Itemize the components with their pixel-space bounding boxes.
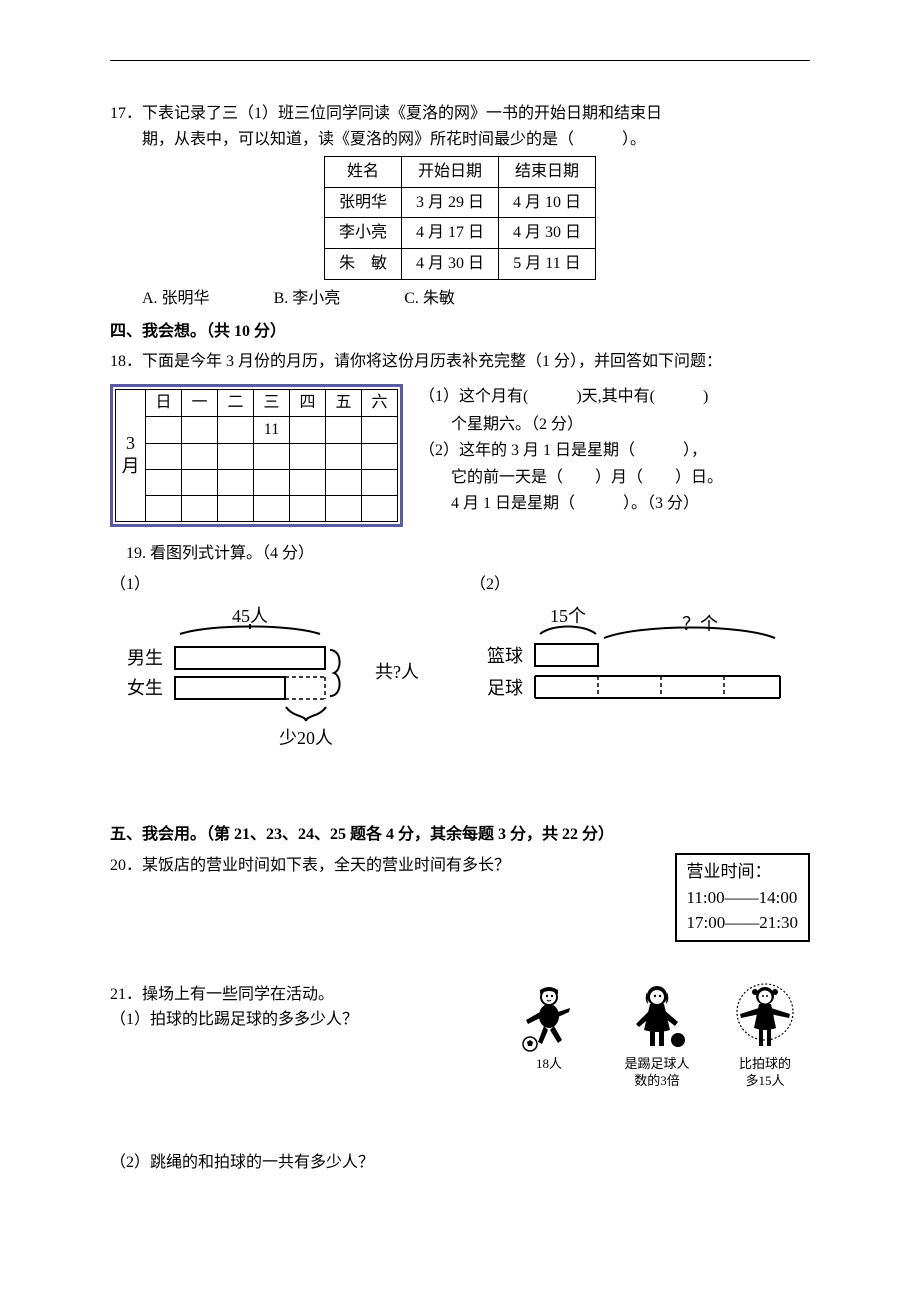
activity-football: 18人 [504, 982, 594, 1090]
section-5: 五、我会用。（第 21、23、24、25 题各 4 分，其余每题 3 分，共 2… [110, 822, 810, 1175]
q19-diagram-1: （1） 45人 男生 女生 共?人 少20人 [110, 572, 450, 762]
q19-sub1-label: （1） [110, 572, 450, 598]
q21-sub2: （2）跳绳的和拍球的一共有多少人？ [110, 1150, 810, 1176]
q17-line2: 期，从表中，可以知道，读《夏洛的网》所花时间最少的是（ ）。 [110, 127, 810, 153]
bar-diagram-2: 15个 ？个 篮球 足球 [470, 602, 810, 732]
svg-text:足球: 足球 [487, 678, 523, 698]
q19-diagram-2: （2） 15个 ？个 篮球 足球 [470, 572, 810, 762]
table-row: 张明华 3 月 29 日 4 月 10 日 [324, 187, 595, 218]
football-boy-icon [514, 982, 584, 1052]
q18-subquestions: （1）这个月有( )天,其中有( ) 个星期六。（2 分） （2）这年的 3 月… [419, 384, 810, 516]
svg-text:？个: ？个 [682, 614, 718, 634]
activity-dribble: 是踢足球人 数的3倍 [612, 982, 702, 1090]
q18-sub2b: 它的前一天是（ ）月（ ）日。 [419, 465, 810, 491]
hours-line2: 17:00——21:30 [687, 910, 798, 936]
question-17: 17．下表记录了三（1）班三位同学同读《夏洛的网》一书的开始日期和结束日 期，从… [110, 101, 810, 311]
dribble-girl-icon [622, 982, 692, 1052]
q18-sub1b: 个星期六。（2 分） [419, 412, 810, 438]
q18-sub2: （2）这年的 3 月 1 日是星期（ ）， [419, 438, 810, 464]
table-row: 朱 敏 4 月 30 日 5 月 11 日 [324, 248, 595, 279]
question-19: 19. 看图列式计算。（4 分） （1） 45人 男生 女生 共?人 少20人 [110, 541, 810, 762]
activity-icons: 18人 [504, 982, 810, 1090]
q18-text: 18．下面是今年 3 月份的月历，请你将这份月历表补充完整（1 分），并回答如下… [110, 349, 810, 375]
q18-sub2c: 4 月 1 日是星期（ ）。（3 分） [419, 491, 810, 517]
svg-text:少20人: 少20人 [279, 728, 333, 748]
calendar-table: 3月 日 一 二 三 四 五 六 11 [115, 389, 398, 521]
svg-text:共?人: 共?人 [375, 662, 419, 682]
option-a: A. 张明华 [142, 286, 210, 312]
option-c: C. 朱敏 [404, 286, 455, 312]
q17-table: 姓名 开始日期 结束日期 张明华 3 月 29 日 4 月 10 日 李小亮 4… [324, 156, 596, 279]
cal-cell-11: 11 [254, 416, 290, 443]
question-20: 20．某饭店的营业时间如下表，全天的营业时间有多长？ 营业时间： 11:00——… [110, 853, 810, 942]
activity-jumprope: 比拍球的 多15人 [720, 982, 810, 1090]
business-hours-box: 营业时间： 11:00——14:00 17:00——21:30 [675, 853, 810, 942]
svg-text:15个: 15个 [550, 606, 586, 626]
q21-intro: 21．操场上有一些同学在活动。 [110, 982, 474, 1008]
th-end: 结束日期 [499, 157, 596, 188]
th-start: 开始日期 [401, 157, 498, 188]
football-label: 18人 [504, 1056, 594, 1073]
q18-sub1: （1）这个月有( )天,其中有( ) [419, 384, 810, 410]
bar-diagram-1: 45人 男生 女生 共?人 少20人 [110, 602, 420, 762]
question-18: 18．下面是今年 3 月份的月历，请你将这份月历表补充完整（1 分），并回答如下… [110, 349, 810, 527]
q19-sub2-label: （2） [470, 572, 810, 598]
q20-text: 20．某饭店的营业时间如下表，全天的营业时间有多长？ [110, 853, 655, 879]
svg-text:男生: 男生 [127, 648, 163, 668]
option-b: B. 李小亮 [274, 286, 341, 312]
hours-title: 营业时间： [687, 859, 798, 885]
jumprope-label: 比拍球的 多15人 [720, 1056, 810, 1090]
q21-sub1: （1）拍球的比踢足球的多多少人？ [110, 1007, 474, 1033]
section-5-title: 五、我会用。（第 21、23、24、25 题各 4 分，其余每题 3 分，共 2… [110, 822, 810, 848]
q17-options: A. 张明华 B. 李小亮 C. 朱敏 [110, 286, 810, 312]
calendar-box: 3月 日 一 二 三 四 五 六 11 [110, 384, 403, 526]
question-21: 21．操场上有一些同学在活动。 （1）拍球的比踢足球的多多少人？ [110, 982, 810, 1175]
q17-line1: 17．下表记录了三（1）班三位同学同读《夏洛的网》一书的开始日期和结束日 [110, 101, 810, 127]
hours-line1: 11:00——14:00 [687, 885, 798, 911]
q19-title: 19. 看图列式计算。（4 分） [110, 541, 810, 567]
table-row: 李小亮 4 月 17 日 4 月 30 日 [324, 218, 595, 249]
svg-text:45人: 45人 [232, 606, 268, 626]
th-name: 姓名 [324, 157, 401, 188]
page-top-divider [110, 60, 810, 61]
month-label: 3月 [116, 390, 146, 521]
section-4-title: 四、我会想。（共 10 分） [110, 319, 810, 345]
table-row-header: 姓名 开始日期 结束日期 [324, 157, 595, 188]
svg-text:篮球: 篮球 [487, 646, 523, 666]
svg-text:女生: 女生 [127, 678, 163, 698]
dribble-label: 是踢足球人 数的3倍 [612, 1056, 702, 1090]
jumprope-girl-icon [730, 982, 800, 1052]
